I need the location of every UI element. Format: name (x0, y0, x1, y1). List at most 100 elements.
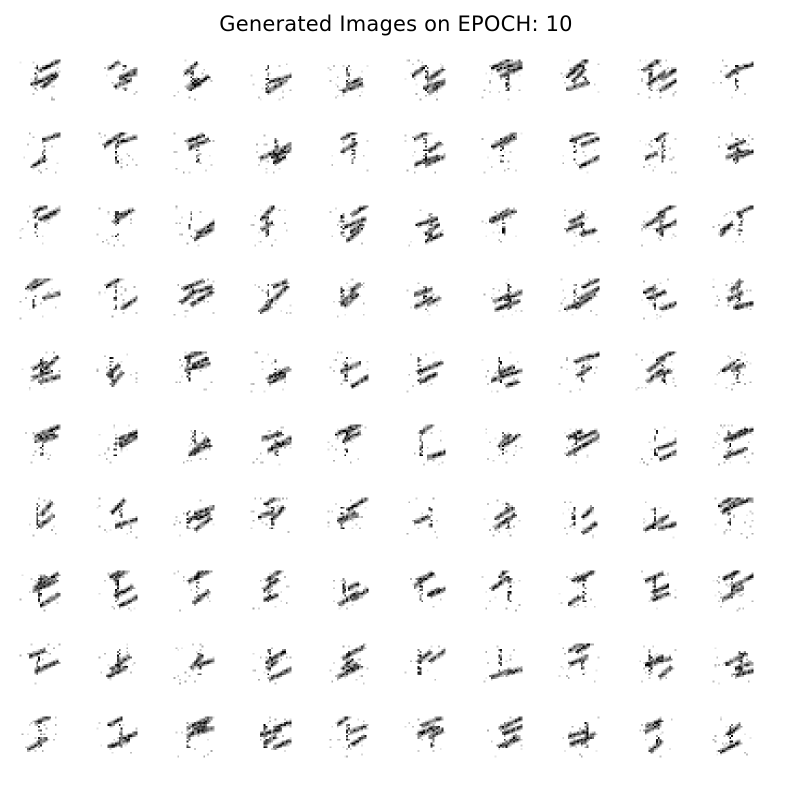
generated-sample (399, 565, 451, 617)
generated-sample (14, 346, 66, 398)
generated-sample (322, 419, 374, 471)
generated-sample (245, 711, 297, 763)
generated-sample (14, 200, 66, 252)
generated-sample (476, 565, 528, 617)
generated-sample (553, 127, 605, 179)
generated-sample (245, 492, 297, 544)
generated-sample (707, 419, 759, 471)
generated-sample (245, 419, 297, 471)
generated-sample (399, 273, 451, 325)
generated-sample (168, 565, 220, 617)
generated-sample (707, 565, 759, 617)
generated-sample (91, 346, 143, 398)
generated-sample (14, 711, 66, 763)
generated-sample (168, 419, 220, 471)
generated-sample (553, 54, 605, 106)
generated-sample (245, 127, 297, 179)
generated-sample (399, 54, 451, 106)
generated-sample (553, 273, 605, 325)
generated-sample (322, 711, 374, 763)
generated-sample (14, 492, 66, 544)
generated-sample (553, 638, 605, 690)
generated-sample (476, 492, 528, 544)
generated-sample (91, 565, 143, 617)
generated-sample (168, 711, 220, 763)
generated-sample (14, 419, 66, 471)
generated-sample (707, 638, 759, 690)
generated-sample (476, 273, 528, 325)
generated-sample (399, 346, 451, 398)
generated-sample (245, 638, 297, 690)
generated-sample (630, 54, 682, 106)
generated-sample (91, 200, 143, 252)
generated-sample (630, 492, 682, 544)
generated-sample (168, 273, 220, 325)
generated-sample (91, 638, 143, 690)
generated-sample (245, 54, 297, 106)
generated-sample (476, 346, 528, 398)
generated-sample (553, 419, 605, 471)
generated-sample (553, 200, 605, 252)
generated-sample (322, 200, 374, 252)
generated-sample (476, 711, 528, 763)
generated-sample (168, 54, 220, 106)
generated-sample (476, 200, 528, 252)
generated-sample (476, 638, 528, 690)
generated-sample (245, 346, 297, 398)
generated-sample (707, 711, 759, 763)
generated-sample (630, 711, 682, 763)
generated-sample (553, 565, 605, 617)
generated-sample (14, 273, 66, 325)
generated-sample (630, 419, 682, 471)
generated-sample (245, 273, 297, 325)
generated-sample (91, 273, 143, 325)
generated-sample (707, 346, 759, 398)
generated-sample (91, 127, 143, 179)
generated-sample (399, 200, 451, 252)
generated-sample (630, 638, 682, 690)
generated-sample (14, 638, 66, 690)
generated-sample (630, 565, 682, 617)
generated-sample (399, 419, 451, 471)
generated-sample (707, 492, 759, 544)
generated-sample (630, 127, 682, 179)
generated-sample (630, 273, 682, 325)
generated-sample (707, 273, 759, 325)
generated-sample (553, 346, 605, 398)
generated-sample (707, 127, 759, 179)
generated-sample (168, 200, 220, 252)
generated-sample (91, 711, 143, 763)
generated-sample (168, 638, 220, 690)
generated-sample (553, 711, 605, 763)
generated-sample (707, 200, 759, 252)
generated-sample (322, 127, 374, 179)
generated-sample (91, 54, 143, 106)
generated-sample (168, 346, 220, 398)
generated-sample (707, 54, 759, 106)
generated-sample (322, 54, 374, 106)
generated-sample (245, 565, 297, 617)
generated-sample (245, 200, 297, 252)
generated-sample (14, 127, 66, 179)
generated-sample (14, 54, 66, 106)
generated-sample (399, 711, 451, 763)
generated-sample (322, 346, 374, 398)
generated-sample (553, 492, 605, 544)
generated-sample (322, 492, 374, 544)
generated-sample (322, 638, 374, 690)
generated-sample (476, 419, 528, 471)
generated-image-grid (10, 50, 780, 780)
generated-sample (399, 638, 451, 690)
generated-sample (322, 273, 374, 325)
generated-sample (91, 492, 143, 544)
generated-sample (14, 565, 66, 617)
generated-sample (168, 127, 220, 179)
generated-sample (630, 346, 682, 398)
generated-sample (399, 492, 451, 544)
generated-sample (168, 492, 220, 544)
figure-title: Generated Images on EPOCH: 10 (219, 12, 573, 36)
generated-sample (476, 54, 528, 106)
generated-sample (399, 127, 451, 179)
generated-sample (476, 127, 528, 179)
generated-sample (91, 419, 143, 471)
